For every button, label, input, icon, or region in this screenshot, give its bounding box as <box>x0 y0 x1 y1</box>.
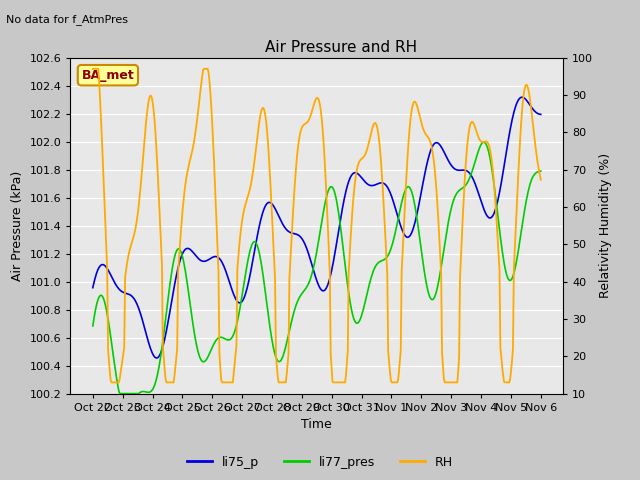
Title: Air Pressure and RH: Air Pressure and RH <box>266 40 417 55</box>
Y-axis label: Air Pressure (kPa): Air Pressure (kPa) <box>11 170 24 281</box>
Text: BA_met: BA_met <box>81 69 134 82</box>
Legend: li75_p, li77_pres, RH: li75_p, li77_pres, RH <box>182 451 458 474</box>
X-axis label: Time: Time <box>301 418 332 431</box>
Text: No data for f_AtmPres: No data for f_AtmPres <box>6 14 129 25</box>
Y-axis label: Relativity Humidity (%): Relativity Humidity (%) <box>599 153 612 298</box>
